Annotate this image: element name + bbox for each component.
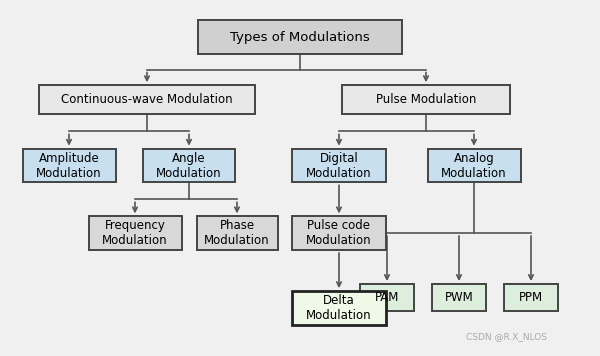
Text: PPM: PPM [519, 291, 543, 304]
Text: PAM: PAM [375, 291, 399, 304]
FancyBboxPatch shape [89, 216, 182, 250]
Text: CSDN @R.X_NLOS: CSDN @R.X_NLOS [467, 332, 548, 341]
Text: Pulse Modulation: Pulse Modulation [376, 93, 476, 106]
FancyBboxPatch shape [427, 149, 521, 182]
Text: Angle
Modulation: Angle Modulation [156, 152, 222, 179]
FancyBboxPatch shape [143, 149, 235, 182]
FancyBboxPatch shape [292, 291, 386, 325]
FancyBboxPatch shape [342, 85, 510, 114]
FancyBboxPatch shape [432, 284, 486, 310]
Text: Phase
Modulation: Phase Modulation [204, 219, 270, 247]
Text: Amplitude
Modulation: Amplitude Modulation [36, 152, 102, 179]
FancyBboxPatch shape [360, 284, 414, 310]
FancyBboxPatch shape [504, 284, 558, 310]
FancyBboxPatch shape [292, 216, 386, 250]
Text: Analog
Modulation: Analog Modulation [441, 152, 507, 179]
Text: Delta
Modulation: Delta Modulation [306, 294, 372, 322]
Text: Types of Modulations: Types of Modulations [230, 31, 370, 44]
FancyBboxPatch shape [23, 149, 115, 182]
FancyBboxPatch shape [197, 216, 277, 250]
FancyBboxPatch shape [198, 20, 402, 54]
Text: Digital
Modulation: Digital Modulation [306, 152, 372, 179]
Text: Pulse code
Modulation: Pulse code Modulation [306, 219, 372, 247]
Text: Continuous-wave Modulation: Continuous-wave Modulation [61, 93, 233, 106]
FancyBboxPatch shape [292, 149, 386, 182]
Text: PWM: PWM [445, 291, 473, 304]
FancyBboxPatch shape [39, 85, 255, 114]
Text: Frequency
Modulation: Frequency Modulation [102, 219, 168, 247]
